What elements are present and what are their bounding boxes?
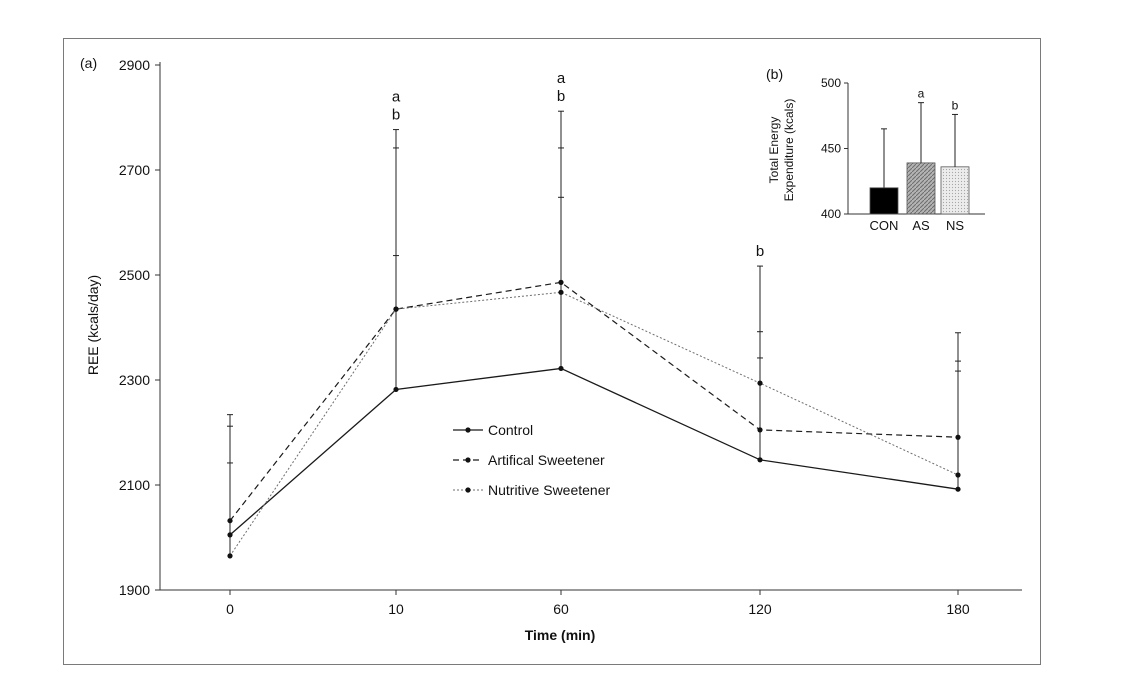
legend-label-nutritive-sweetener: Nutritive Sweetener (488, 482, 611, 498)
inset-x-tick-label: AS (912, 218, 930, 233)
inset-significance-label: b (952, 98, 959, 112)
data-point-control (558, 365, 564, 372)
inset-x-tick-label: NS (946, 218, 964, 233)
panel-b-annotations: ab (918, 87, 959, 113)
data-point-nutritive-sweetener (955, 472, 961, 478)
panel-b-error-bars (881, 102, 958, 188)
panel-b-bar-chart: (b) Total Energy Expenditure (kcals) 400… (766, 66, 985, 233)
panel-a-y-ticks: 1900 2100 2300 2500 2700 2900 (119, 57, 160, 598)
panel-b-bars (869, 162, 970, 215)
data-point-control (955, 486, 961, 492)
panel-b-x-ticks: CON AS NS (870, 218, 965, 233)
panel-b-y-label-line-1: Total Energy (767, 117, 781, 184)
x-tick-label: 0 (226, 601, 234, 617)
panel-b-y-ticks: 400 450 500 (821, 76, 848, 221)
significance-label: b (756, 243, 764, 260)
figure-frame (63, 38, 1041, 665)
panel-b-y-axis-label: Total Energy Expenditure (kcals) (767, 99, 796, 202)
inset-significance-label: a (918, 87, 925, 101)
series-line-nutritive-sweetener (229, 291, 959, 557)
legend-marker-nutritive-sweetener (465, 487, 471, 493)
inset-y-tick-label: 400 (821, 207, 841, 221)
panel-b-label: (b) (766, 66, 783, 82)
y-tick-label: 2700 (119, 162, 150, 178)
panel-a-line-chart: (a) 1900 2100 2300 2500 2700 2900 0 10 60 120 180… (80, 55, 1022, 643)
legend-label-artifical-sweetener: Artifical Sweetener (488, 452, 605, 468)
inset-y-tick-label: 450 (821, 142, 841, 156)
data-point-control (227, 532, 233, 538)
data-point-artifical-sweetener (227, 518, 233, 524)
inset-x-tick-label: CON (870, 218, 899, 233)
bar-ns (940, 166, 970, 215)
panel-b-y-label-line-2: Expenditure (kcals) (782, 99, 796, 202)
data-point-nutritive-sweetener (227, 553, 233, 559)
inset-y-tick-label: 500 (821, 76, 841, 90)
y-tick-label: 2500 (119, 267, 150, 283)
y-tick-label: 2100 (119, 477, 150, 493)
x-tick-label: 60 (553, 601, 569, 617)
data-point-nutritive-sweetener (757, 380, 763, 386)
y-tick-label: 1900 (119, 582, 150, 598)
panel-a-series-lines (229, 281, 959, 557)
data-point-control (393, 386, 399, 393)
y-tick-label: 2900 (119, 57, 150, 73)
x-tick-label: 10 (388, 601, 404, 617)
panel-a-y-axis-label: REE (kcals/day) (85, 275, 101, 375)
data-point-artifical-sweetener (757, 427, 763, 433)
y-tick-label: 2300 (119, 372, 150, 388)
data-point-nutritive-sweetener (393, 306, 399, 312)
significance-label: a (557, 70, 566, 87)
legend-marker-artifical-sweetener (465, 457, 471, 463)
legend: Control Artifical Sweetener Nutritive Swee… (453, 422, 611, 498)
significance-label: b (557, 88, 565, 105)
panel-a-x-ticks: 0 10 60 120 180 (226, 590, 970, 617)
legend-marker-control (465, 427, 471, 433)
panel-a-x-axis-label: Time (min) (525, 627, 596, 643)
data-point-artifical-sweetener (955, 434, 961, 440)
bar-con (869, 187, 899, 215)
data-point-artifical-sweetener (558, 279, 564, 285)
significance-label: a (392, 89, 401, 106)
panel-a-data-points (227, 279, 961, 559)
panel-a-label: (a) (80, 55, 97, 71)
significance-label: b (392, 107, 400, 124)
x-tick-label: 120 (748, 601, 772, 617)
x-tick-label: 180 (946, 601, 970, 617)
bar-as (906, 162, 936, 215)
legend-label-control: Control (488, 422, 533, 438)
data-point-nutritive-sweetener (558, 289, 564, 295)
data-point-control (757, 457, 763, 463)
